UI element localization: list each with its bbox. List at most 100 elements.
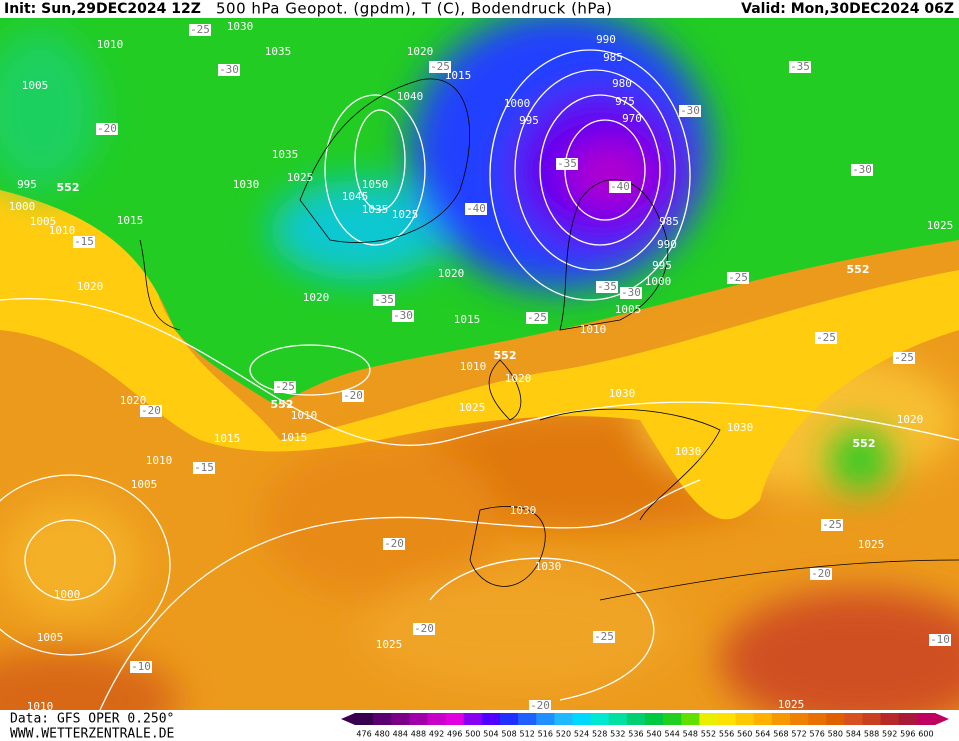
temperature-label-box <box>529 700 551 712</box>
temperature-label: -30 <box>219 63 239 76</box>
colorbar-cell <box>427 713 447 725</box>
colorbar-tick-label: 488 <box>411 730 426 739</box>
temperature-label-box <box>893 352 915 364</box>
colorbar-cell <box>826 713 845 725</box>
isobar-label: 1035 <box>265 45 292 58</box>
isobar-label: 1030 <box>675 445 702 458</box>
colorbar-tick-label: 524 <box>574 730 589 739</box>
isobar-label: 1020 <box>120 394 147 407</box>
isobar-label: 1035 <box>362 203 389 216</box>
colorbar-cell <box>844 713 863 725</box>
isobar-label: 995 <box>519 114 539 127</box>
temperature-label-box <box>96 123 118 135</box>
colorbar-tick-label: 556 <box>719 730 734 739</box>
colorbar-cell <box>735 713 755 725</box>
temperature-label: -25 <box>430 60 450 73</box>
isobar-label: 1025 <box>927 219 954 232</box>
temperature-label-box <box>130 661 152 673</box>
colorbar-cell <box>481 713 501 725</box>
temperature-label: -35 <box>597 280 617 293</box>
colorbar-tick-label: 492 <box>429 730 444 739</box>
temperature-label-box <box>851 164 873 176</box>
colorbar-tick-label: 516 <box>538 730 553 739</box>
isobar-label: 1025 <box>459 401 486 414</box>
colorbar-cell <box>753 713 773 725</box>
isobar-label: 1030 <box>727 421 754 434</box>
temperature-label-box <box>821 519 843 531</box>
temperature-label-box <box>218 64 240 76</box>
temperature-label-box <box>727 272 749 284</box>
colorbar-cell <box>500 713 519 725</box>
temperature-label: -20 <box>97 122 117 135</box>
temperature-label: -25 <box>816 331 836 344</box>
temperature-label: -35 <box>374 293 394 306</box>
height-label: 552 <box>271 398 294 411</box>
isobar-label: 970 <box>622 112 642 125</box>
temperature-label: -15 <box>74 235 94 248</box>
colorbar-cell <box>645 713 664 725</box>
temperature-label-box <box>620 287 642 299</box>
colorbar-tick-label: 572 <box>791 730 806 739</box>
colorbar-cell <box>898 713 918 725</box>
temperature-label-box <box>679 105 701 117</box>
temperature-label: -25 <box>594 630 614 643</box>
colorbar-arrow <box>935 713 949 725</box>
height-label: 552 <box>494 349 517 362</box>
colorbar-tick-label: 484 <box>393 730 408 739</box>
isobar-label: 990 <box>657 238 677 251</box>
temperature-label: -20 <box>530 699 550 712</box>
temperature-label: -30 <box>852 163 872 176</box>
colorbar-tick-label: 500 <box>465 730 480 739</box>
valid-time: Valid: Mon,30DEC2024 06Z <box>741 1 954 17</box>
temperature-label-box <box>274 381 296 393</box>
isobar-label: 1000 <box>504 97 531 110</box>
isobar-label: 1025 <box>392 208 419 221</box>
colorbar-cell <box>626 713 646 725</box>
temperature-label: -25 <box>894 351 914 364</box>
isobar-label: 985 <box>603 51 623 64</box>
temperature-label: -20 <box>343 389 363 402</box>
temperature-label-box <box>383 538 405 550</box>
isobar-label: 1020 <box>407 45 434 58</box>
isobar-label: 1030 <box>233 178 260 191</box>
temperature-label: -20 <box>141 404 161 417</box>
colorbar-tick-label: 540 <box>646 730 661 739</box>
colorbar-cell <box>771 713 791 725</box>
colorbar-cell <box>554 713 573 725</box>
colorbar-tick-label: 580 <box>828 730 843 739</box>
temperature-label: -15 <box>194 461 214 474</box>
isobar-label: 995 <box>652 259 672 272</box>
map-title: 500 hPa Geopot. (gpdm), T (C), Bodendruc… <box>216 0 612 18</box>
temperature-label-box <box>140 405 162 417</box>
colorbar-tick-label: 536 <box>628 730 643 739</box>
colorbar-tick-label: 588 <box>864 730 879 739</box>
temperature-label-box <box>413 623 435 635</box>
temperature-label: -20 <box>414 622 434 635</box>
colorbar-tick-label: 576 <box>810 730 825 739</box>
temperature-label: -10 <box>930 633 950 646</box>
colorbar-cell <box>536 713 555 725</box>
temperature-label-box <box>929 634 951 646</box>
temperature-label: -25 <box>527 311 547 324</box>
height-label: 552 <box>847 263 870 276</box>
temperature-label-box <box>193 462 215 474</box>
isobars <box>0 49 959 710</box>
colorbar-tick-label: 596 <box>900 730 915 739</box>
temperature-label: -30 <box>393 309 413 322</box>
colorbar-tick-label: 504 <box>483 730 498 739</box>
temperature-label: -35 <box>557 157 577 170</box>
temperature-label-box <box>373 294 395 306</box>
colorbar-arrow <box>341 713 355 725</box>
colorbar-tick-label: 560 <box>737 730 752 739</box>
colorbar-tick-label: 496 <box>447 730 462 739</box>
colorbar-cell <box>391 713 410 725</box>
colorbar-cell <box>445 713 465 725</box>
temperature-label: -40 <box>466 202 486 215</box>
isobar-label: 1020 <box>77 280 104 293</box>
colorbar-cell <box>463 713 483 725</box>
yellow-band <box>0 180 959 520</box>
isobar-label: 1015 <box>454 313 481 326</box>
isobar-label: 1005 <box>615 303 642 316</box>
isobar-label: 1050 <box>362 178 389 191</box>
